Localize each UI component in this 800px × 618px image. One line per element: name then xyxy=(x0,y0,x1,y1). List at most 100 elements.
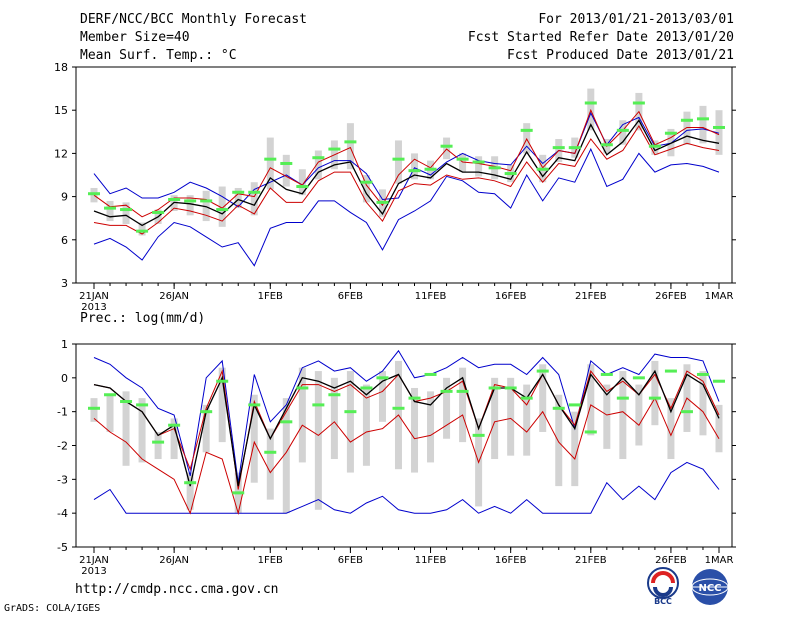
mean-marker xyxy=(504,172,517,176)
series-line-median xyxy=(93,119,720,227)
mean-marker xyxy=(152,210,165,214)
x-tick-label: 26JAN xyxy=(159,555,189,566)
series-line-max xyxy=(93,349,720,483)
footer-url[interactable]: http://cmdp.ncc.cma.gov.cn xyxy=(75,582,279,597)
mean-marker xyxy=(504,386,517,390)
box-bar xyxy=(362,384,370,466)
mean-marker xyxy=(664,131,677,135)
mean-marker xyxy=(488,386,501,390)
forecast-produced-date: Fcst Produced Date 2013/01/21 xyxy=(507,48,734,63)
box-bar xyxy=(282,154,290,187)
box-bar xyxy=(635,384,643,446)
box-bar xyxy=(667,398,675,460)
box-bar xyxy=(394,140,402,184)
mean-marker xyxy=(296,386,309,390)
box-bar xyxy=(411,153,419,180)
mean-marker xyxy=(440,144,453,148)
box-bar xyxy=(154,431,162,460)
mean-marker xyxy=(472,433,485,437)
box-bar xyxy=(683,111,691,145)
mean-marker xyxy=(360,386,373,390)
x-tick-label: 21JAN xyxy=(79,555,109,566)
y-tick-label: -5 xyxy=(57,541,68,554)
box-bar xyxy=(699,371,707,436)
mean-marker xyxy=(104,393,117,397)
mean-marker xyxy=(424,372,437,376)
footer-credit: GrADS: COLA/IGES xyxy=(4,603,101,614)
box-bar xyxy=(234,187,242,209)
mean-marker xyxy=(392,157,405,161)
box-bar xyxy=(186,195,194,216)
mean-marker xyxy=(536,369,549,373)
mean-marker xyxy=(632,101,645,105)
svg-text:NCC: NCC xyxy=(698,583,721,594)
mean-marker xyxy=(120,400,133,404)
box-bar xyxy=(282,398,290,514)
mean-marker xyxy=(168,423,181,427)
box-bar xyxy=(378,371,386,422)
mean-marker xyxy=(280,420,293,424)
mean-marker xyxy=(232,190,245,194)
mean-marker xyxy=(696,117,709,121)
y-tick-label: 12 xyxy=(54,147,68,160)
box-bar xyxy=(314,150,322,180)
box-bar xyxy=(459,367,467,443)
box-bar xyxy=(218,367,226,443)
ncc-logo: NCC xyxy=(691,569,729,605)
mean-marker xyxy=(648,144,661,148)
mean-marker xyxy=(88,406,100,410)
x-tick-label: 1MAR xyxy=(705,555,734,566)
x-tick-label: 21FEB xyxy=(575,291,607,302)
y-tick-label: 18 xyxy=(54,61,68,74)
mean-marker xyxy=(392,406,405,410)
bcc-logo: BCC xyxy=(647,567,679,606)
box-bar xyxy=(346,123,354,170)
mean-marker xyxy=(264,450,277,454)
mean-marker xyxy=(216,379,229,383)
series-line-mean-minus-sd xyxy=(93,396,720,516)
mean-marker xyxy=(184,199,197,203)
x-tick-label: 21FEB xyxy=(575,555,607,566)
mean-marker xyxy=(552,406,565,410)
box-bar xyxy=(250,394,258,483)
x-tick-label: 21JAN xyxy=(79,291,109,302)
series-line-min xyxy=(93,147,720,267)
mean-marker xyxy=(600,372,613,376)
mean-marker xyxy=(713,379,725,383)
mean-marker xyxy=(440,389,453,393)
mean-marker xyxy=(408,396,421,400)
box-bar xyxy=(715,404,723,453)
precipitation-panel: -5 -4 -3 -2 -1 0 1 21JAN 26JAN 1FEB 6FEB 11FEB 16FEB… xyxy=(57,338,736,577)
forecast-range: For 2013/01/21-2013/03/01 xyxy=(538,12,734,27)
mean-marker xyxy=(632,376,645,380)
box-bar xyxy=(298,367,306,463)
y-tick-label: -3 xyxy=(57,473,68,486)
box-bar xyxy=(427,391,435,463)
box-bar xyxy=(603,384,611,449)
box-bar xyxy=(90,398,98,422)
mean-marker xyxy=(248,403,261,407)
mean-marker xyxy=(328,393,341,397)
series-line-max xyxy=(93,111,720,208)
x-tick-label: 26JAN xyxy=(159,291,189,302)
box-bar xyxy=(587,364,595,436)
box-bar xyxy=(699,105,707,144)
box-bar xyxy=(651,360,659,426)
y-tick-label: 1 xyxy=(61,338,68,351)
box-bar xyxy=(443,137,451,160)
mean-marker xyxy=(680,118,693,122)
box-bar xyxy=(443,377,451,439)
mean-marker xyxy=(696,372,709,376)
x-tick-label: 26FEB xyxy=(655,291,687,302)
mean-marker xyxy=(152,440,165,444)
mean-marker xyxy=(648,396,661,400)
box-bar xyxy=(170,418,178,460)
variable-temp-label: Mean Surf. Temp.: °C xyxy=(80,48,237,63)
mean-marker xyxy=(376,200,389,204)
x-tick-label: 6FEB xyxy=(338,291,363,302)
y-tick-label: -1 xyxy=(57,406,68,419)
y-tick-label: 15 xyxy=(54,104,68,117)
box-bar xyxy=(619,120,627,145)
box-bar xyxy=(346,371,354,473)
box-bar xyxy=(619,371,627,460)
